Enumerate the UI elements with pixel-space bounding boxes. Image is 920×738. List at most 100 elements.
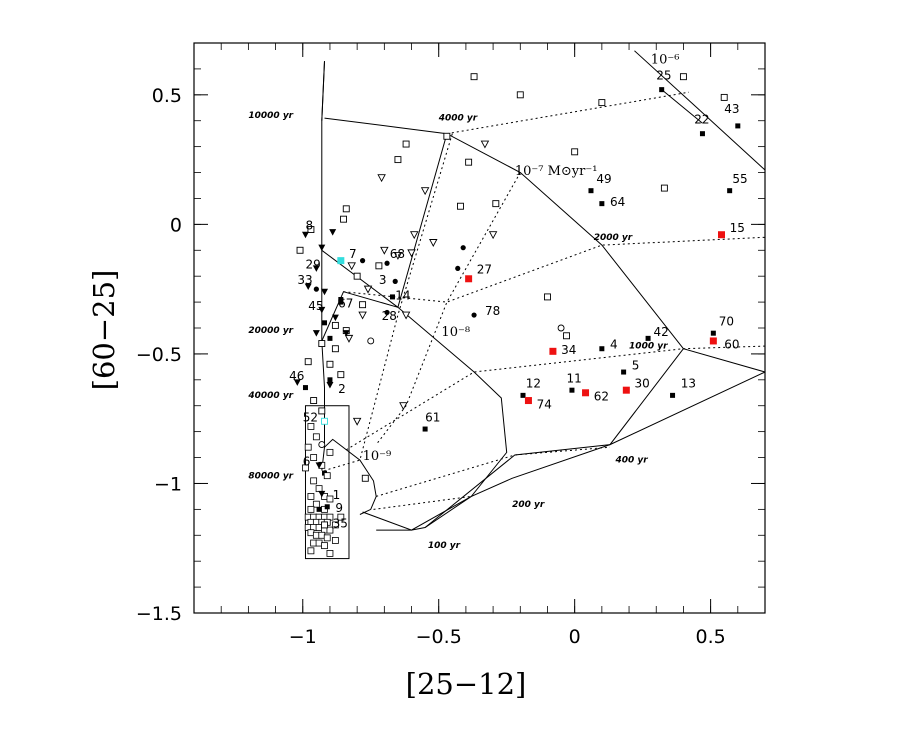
point-open-triangle <box>429 239 438 247</box>
point-label-28: 28 <box>382 309 397 323</box>
point-label-35: 35 <box>333 517 348 531</box>
y-tick-label: −0.5 <box>136 344 182 366</box>
point-open-square <box>563 332 570 340</box>
annotation-age: 2000 yr <box>594 233 633 243</box>
cluster-point <box>326 448 334 456</box>
annotation-age: 400 yr <box>614 456 648 466</box>
point-open-square <box>353 272 361 280</box>
point-open-square <box>679 73 687 81</box>
point-open-triangle <box>407 249 416 258</box>
point-label-61: 61 <box>425 410 440 424</box>
cluster-point <box>337 513 345 521</box>
model-line-solid <box>324 438 377 515</box>
point-open-square <box>337 371 345 379</box>
point-label-5: 5 <box>632 358 640 372</box>
point-label-64: 64 <box>610 195 625 209</box>
model-line-solid <box>424 348 684 528</box>
point-filled-square <box>621 369 627 375</box>
point-open-triangle <box>344 334 354 343</box>
model-line-solid <box>324 117 766 373</box>
point-open-square <box>516 91 524 99</box>
annotation-age: 1000 yr <box>629 342 668 352</box>
model-line-dotted <box>373 495 472 510</box>
point-open-triangle <box>358 311 367 320</box>
point-label-60: 60 <box>724 338 739 352</box>
point-label-49: 49 <box>596 172 611 186</box>
point-filled-circle <box>460 245 466 251</box>
point-filled-circle <box>455 265 461 272</box>
model-line-solid <box>321 133 448 342</box>
cluster-point <box>326 495 334 503</box>
point-filled-square <box>338 297 344 302</box>
cluster-point <box>310 477 318 485</box>
point-open-square <box>457 202 464 210</box>
point-open-triangle <box>488 231 498 240</box>
cluster-point <box>304 443 312 451</box>
point-label-45: 45 <box>308 299 323 313</box>
cluster-box <box>304 405 350 560</box>
point-label-25: 25 <box>656 68 671 82</box>
point-filled-square <box>569 387 575 393</box>
point-open-square <box>375 262 383 270</box>
cluster-point <box>312 500 320 508</box>
x-tick-label: 0.5 <box>696 626 726 648</box>
point-filled-circle <box>359 258 366 264</box>
y-tick-label: 0.5 <box>152 85 182 107</box>
point-label-55: 55 <box>732 172 747 186</box>
point-open-square <box>307 226 315 233</box>
point-filled-triangle <box>312 330 320 337</box>
point-filled-square <box>670 392 676 398</box>
cluster-point <box>315 485 323 493</box>
point-open-square <box>720 93 728 101</box>
point-label-13: 13 <box>681 377 696 391</box>
point-open-triangle <box>347 262 356 271</box>
point-open-square <box>326 360 334 368</box>
point-filled-square <box>599 201 605 207</box>
point-filled-square <box>710 330 716 336</box>
point-filled-square <box>645 335 651 341</box>
point-filled-square <box>389 294 395 300</box>
point-filled-square <box>316 506 322 512</box>
cluster-point <box>323 534 331 542</box>
annotation-age: 80000 yr <box>248 471 293 481</box>
point-filled-triangle <box>318 490 326 498</box>
point-filled-circle <box>392 278 398 284</box>
point-label-4: 4 <box>610 338 618 352</box>
point-open-circle <box>367 337 375 345</box>
point-filled-circle <box>313 286 319 292</box>
x-axis-title: [25−12] <box>406 667 527 701</box>
x-tick-label: 0 <box>569 626 581 648</box>
point-filled-triangle <box>315 462 323 469</box>
point-label-52: 52 <box>303 410 318 424</box>
point-label-68: 68 <box>390 247 405 261</box>
point-open-square <box>443 132 451 140</box>
model-line-dotted <box>343 236 766 303</box>
point-filled-square <box>327 377 333 383</box>
point-filled-triangle <box>318 306 326 314</box>
point-filled-triangle <box>326 382 334 389</box>
model-line-solid <box>362 371 766 531</box>
x-tick-label: −0.5 <box>416 626 462 648</box>
point-label-15: 15 <box>730 221 745 235</box>
annotation-age: 10000 yr <box>248 111 293 121</box>
point-open-square <box>470 73 478 81</box>
point-open-square <box>544 293 551 301</box>
annotation-mass-loss: 10⁻⁶ <box>651 53 680 68</box>
point-open-square <box>340 215 347 223</box>
cluster-point <box>326 526 334 534</box>
point-label-12: 12 <box>526 377 541 391</box>
point-open-square <box>304 358 312 366</box>
point-filled-square <box>422 426 428 432</box>
point-label-11: 11 <box>567 371 582 385</box>
annotation-age: 200 yr <box>512 500 545 510</box>
point-label-8: 8 <box>305 219 313 233</box>
point-filled-square <box>622 386 630 394</box>
point-filled-square <box>302 385 308 391</box>
point-filled-square <box>599 346 605 352</box>
model-line-dotted <box>346 345 766 451</box>
point-label-9: 9 <box>335 501 343 515</box>
model-line-dotted <box>446 91 689 135</box>
point-open-square <box>361 474 369 482</box>
point-filled-square <box>709 337 717 345</box>
annotation-mass-loss: 10⁻⁷ M⊙yr⁻¹ <box>515 164 598 179</box>
